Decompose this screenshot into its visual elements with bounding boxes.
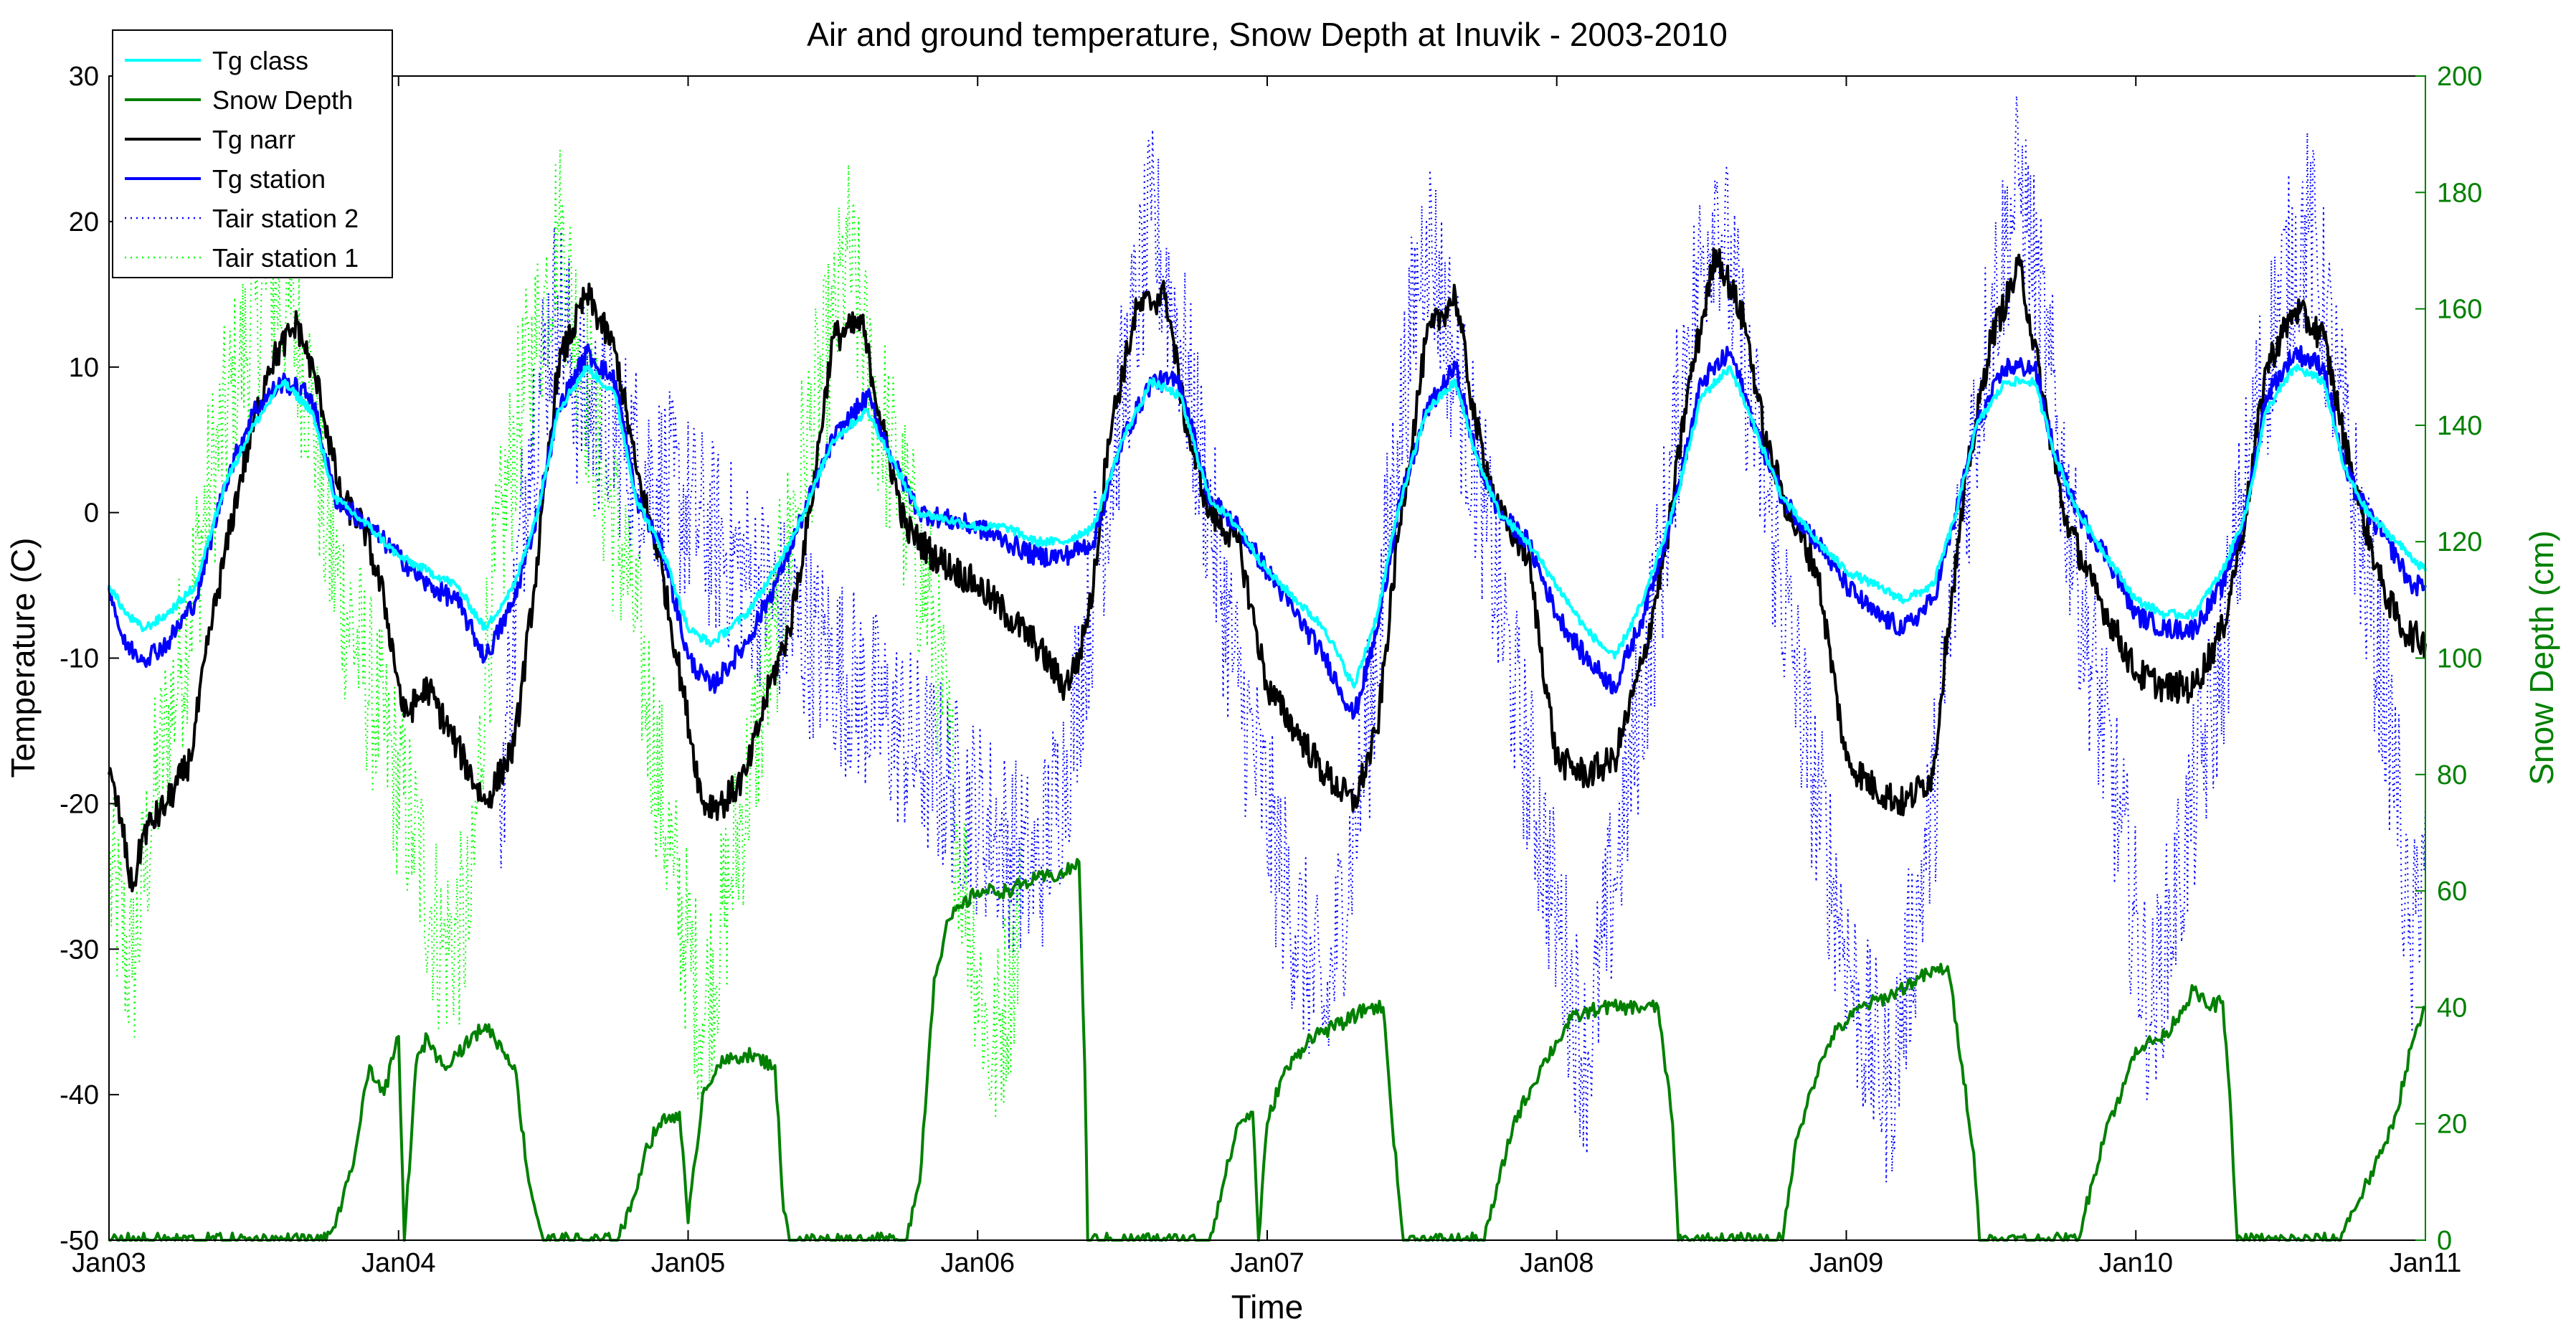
y-tick-label: 20 [69, 207, 99, 237]
y-tick-label: -40 [60, 1080, 99, 1110]
series-layer [108, 95, 2427, 1242]
y-tick-label: -50 [60, 1226, 99, 1256]
series-line-tair-station-2 [499, 95, 2426, 1184]
y2-tick-label: 0 [2437, 1226, 2452, 1256]
x-tick-label: Jan06 [940, 1248, 1015, 1278]
y2-tick-label: 200 [2437, 62, 2482, 92]
y2-tick-label: 80 [2437, 760, 2467, 790]
legend-label-tg-class: Tg class [212, 46, 308, 75]
chart-title: Air and ground temperature, Snow Depth a… [807, 16, 1728, 53]
legend-label-tg-station: Tg station [212, 164, 326, 194]
y-axis-label: Temperature (C) [4, 538, 42, 778]
x-tick-label: Jan09 [1809, 1248, 1884, 1278]
legend: Tg class Snow Depth Tg narr Tg station Tair … [112, 29, 393, 278]
y2-tick-label: 160 [2437, 295, 2482, 325]
y2-tick-label: 140 [2437, 411, 2482, 441]
y2-tick-label: 40 [2437, 993, 2467, 1023]
y-tick-label: 30 [69, 62, 99, 92]
y2-tick-label: 60 [2437, 877, 2467, 907]
legend-label-tair-station-1: Tair station 1 [212, 243, 359, 273]
y-tick-label: -30 [60, 935, 99, 965]
x-tick-label: Jan04 [361, 1248, 436, 1278]
y-tick-label: 0 [84, 499, 99, 529]
y2-tick-label: 120 [2437, 527, 2482, 557]
series-line-tg-station [108, 343, 2427, 720]
y2-axis-label: Snow Depth (cm) [2523, 530, 2560, 785]
x-tick-label: Jan11 [2390, 1248, 2462, 1278]
x-tick-label: Jan03 [72, 1248, 146, 1278]
legend-label-snow-depth: Snow Depth [212, 85, 353, 115]
x-tick-label: Jan05 [651, 1248, 726, 1278]
x-tick-label: Jan08 [1520, 1248, 1594, 1278]
axes-layer: Jan03 Jan04 Jan05 Jan06 Jan07 Jan08 Jan09 Jan10… [60, 62, 2482, 1278]
y2-tick-label: 100 [2437, 644, 2482, 674]
legend-label-tair-station-2: Tair station 2 [212, 204, 359, 233]
y-tick-label: -20 [60, 789, 99, 819]
y-tick-label: -10 [60, 644, 99, 674]
x-axis-label: Time [1231, 1288, 1304, 1326]
y2-tick-label: 180 [2437, 178, 2482, 208]
y2-tick-label: 20 [2437, 1110, 2467, 1140]
x-tick-label: Jan07 [1230, 1248, 1304, 1278]
plot-area [109, 76, 2425, 1240]
legend-box [112, 29, 393, 278]
series-line-tg-class [108, 363, 2427, 689]
legend-label-tg-narr: Tg narr [212, 125, 295, 154]
x-tick-label: Jan10 [2098, 1248, 2173, 1278]
y-tick-label: 10 [69, 353, 99, 383]
